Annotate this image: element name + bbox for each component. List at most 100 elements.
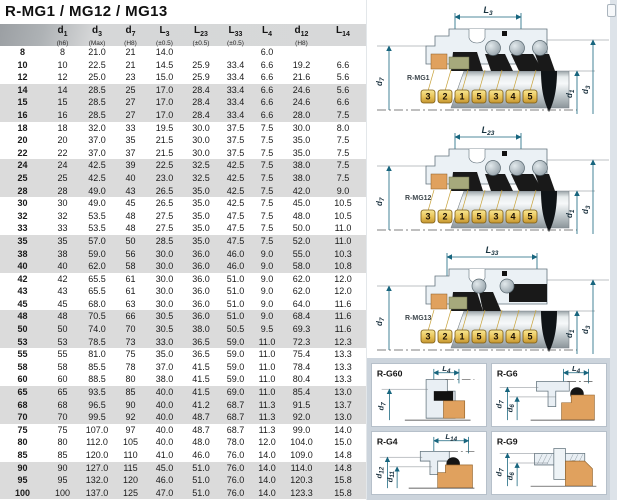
spring <box>509 40 525 56</box>
table-row: 20 20 37.0 35 21.5 30.0 37.5 7.5 35.0 7.5 <box>0 134 366 147</box>
table-cell: 16 <box>17 109 28 120</box>
part-number-text: 5 <box>476 212 481 222</box>
table-cell: 42.5 <box>226 185 245 196</box>
part-number-text: 4 <box>510 212 515 222</box>
table-cell: 30.0 <box>155 248 174 259</box>
dim-label: d3 <box>581 325 592 334</box>
table-cell: 65.5 <box>88 273 106 284</box>
table-cell: 60 <box>57 374 68 385</box>
table-cell: 73 <box>125 336 136 347</box>
table-cell: 9.0 <box>260 311 274 322</box>
table-cell: 35.0 <box>155 349 174 360</box>
seat-ring <box>437 464 473 489</box>
table-cell: 30.0 <box>192 122 210 133</box>
table-cell: 14 <box>57 84 68 95</box>
table-cell: 48.0 <box>192 437 210 448</box>
table-cell: 64.0 <box>292 298 311 309</box>
table-cell: 11.3 <box>258 399 276 410</box>
table-row: 32 32 53.5 48 27.5 35.0 47.5 7.5 48.0 10.5 <box>0 210 366 223</box>
table-cell: 63 <box>125 298 136 309</box>
seal-name-label: R-MG12 <box>405 195 432 202</box>
table-cell: 10 <box>17 59 28 70</box>
table-cell: 30.0 <box>192 135 210 146</box>
table-cell: 30.0 <box>155 286 174 297</box>
table-cell: 42.5 <box>226 198 245 209</box>
table-cell: 14 <box>17 84 28 95</box>
table-row: 75 75 107.0 97 40.0 48.7 68.7 11.3 99.0 14.0 <box>0 424 366 437</box>
part-number-tag <box>522 209 538 224</box>
table-cell: 49.0 <box>88 198 106 209</box>
table-cell: 7.5 <box>260 198 274 209</box>
part-number-tag <box>420 89 436 104</box>
table-cell: 62.0 <box>292 286 311 297</box>
table-cell: 125 <box>122 487 139 498</box>
table-cell: 35 <box>17 235 28 246</box>
table-cell: 85.5 <box>88 361 106 372</box>
table-cell: 76.0 <box>226 462 245 473</box>
table-cell: 36.0 <box>192 261 210 272</box>
table-row: 43 43 65.5 61 30.0 36.0 51.0 9.0 62.0 12.0 <box>0 285 366 298</box>
table-cell: 12.0 <box>334 286 352 297</box>
table-cell: 61 <box>125 273 136 284</box>
table-cell: 48 <box>125 210 136 221</box>
table-cell: 25 <box>125 84 136 95</box>
table-cell: 40 <box>57 261 68 272</box>
table-cell: 12 <box>17 72 28 83</box>
table-cell: 37.5 <box>226 122 245 133</box>
seal-diagram-r-mg1: L3 R-MG1 3 2 1 5 3 4 5 d7 d1 d3 <box>375 5 609 114</box>
table-cell: 33.4 <box>226 109 245 120</box>
table-cell: 43 <box>17 286 28 297</box>
table-cell: 32 <box>57 210 68 221</box>
seal-diagram-r-mg12: L23 R-MG12 3 2 1 5 3 4 5 d7 d1 d3 <box>375 125 609 234</box>
table-cell: 28.5 <box>88 84 106 95</box>
shaft-key <box>541 71 557 112</box>
part-number-tag <box>437 329 453 344</box>
table-cell: 62.0 <box>292 273 311 284</box>
spring <box>499 278 515 294</box>
part-number-tag <box>522 329 538 344</box>
table-cell: 32.5 <box>192 160 210 171</box>
column-header: d12 (H8) <box>294 25 309 48</box>
spring <box>485 160 501 176</box>
table-cell: 30 <box>17 198 28 209</box>
table-cell: 14.0 <box>155 47 174 57</box>
dim-label: L14 <box>445 432 457 443</box>
table-cell: 11.3 <box>258 424 276 435</box>
seal-name-label: R-MG13 <box>405 315 432 322</box>
table-cell: 70 <box>17 412 28 423</box>
table-cell: 21.6 <box>292 72 311 83</box>
part-number-text: 3 <box>493 332 498 342</box>
table-cell: 35.0 <box>192 210 210 221</box>
table-cell: 28 <box>17 185 28 196</box>
table-cell: 27 <box>125 109 136 120</box>
table-cell: 14.0 <box>258 450 276 460</box>
part-number-tag <box>471 89 487 104</box>
dim-label: d7 <box>375 317 386 326</box>
seal-face <box>448 56 470 70</box>
spring <box>532 40 548 56</box>
table-cell: 18 <box>57 122 68 133</box>
table-cell: 115 <box>123 462 138 473</box>
part-number-text: 5 <box>527 332 532 342</box>
table-cell: 88.5 <box>88 374 106 385</box>
table-cell: 36.0 <box>192 311 210 322</box>
table-row: 22 22 37.0 37 21.5 30.0 37.5 7.5 35.0 7.5 <box>0 147 366 160</box>
seal-name-label: R-MG1 <box>407 75 430 82</box>
table-cell: 123.3 <box>290 487 313 498</box>
table-cell: 36.5 <box>192 336 210 347</box>
detail-name-label: R-G6 <box>497 369 518 379</box>
table-cell: 9.0 <box>260 248 274 259</box>
table-cell: 12.0 <box>258 437 276 448</box>
table-row: 53 53 78.5 73 33.0 36.5 59.0 11.0 72.3 12.3 <box>0 335 366 349</box>
table-cell: 24.6 <box>292 97 311 108</box>
dim-label: L3 <box>483 5 493 17</box>
dimension-table: d1 (h6) d3 (Max) d7 (H8) L3 (±0.5) L23 (±0.5) L33(… <box>0 24 366 500</box>
table-cell: 90 <box>17 462 28 473</box>
dim-label: d12 <box>375 466 386 478</box>
table-cell: 99.5 <box>88 412 106 423</box>
table-cell: 69.0 <box>226 387 245 398</box>
part-number-tag <box>505 209 521 224</box>
table-cell: 6.6 <box>260 109 274 120</box>
table-row: 38 38 59.0 56 30.0 36.0 46.0 9.0 55.0 10.3 <box>0 247 366 261</box>
part-number-text: 4 <box>510 332 515 342</box>
